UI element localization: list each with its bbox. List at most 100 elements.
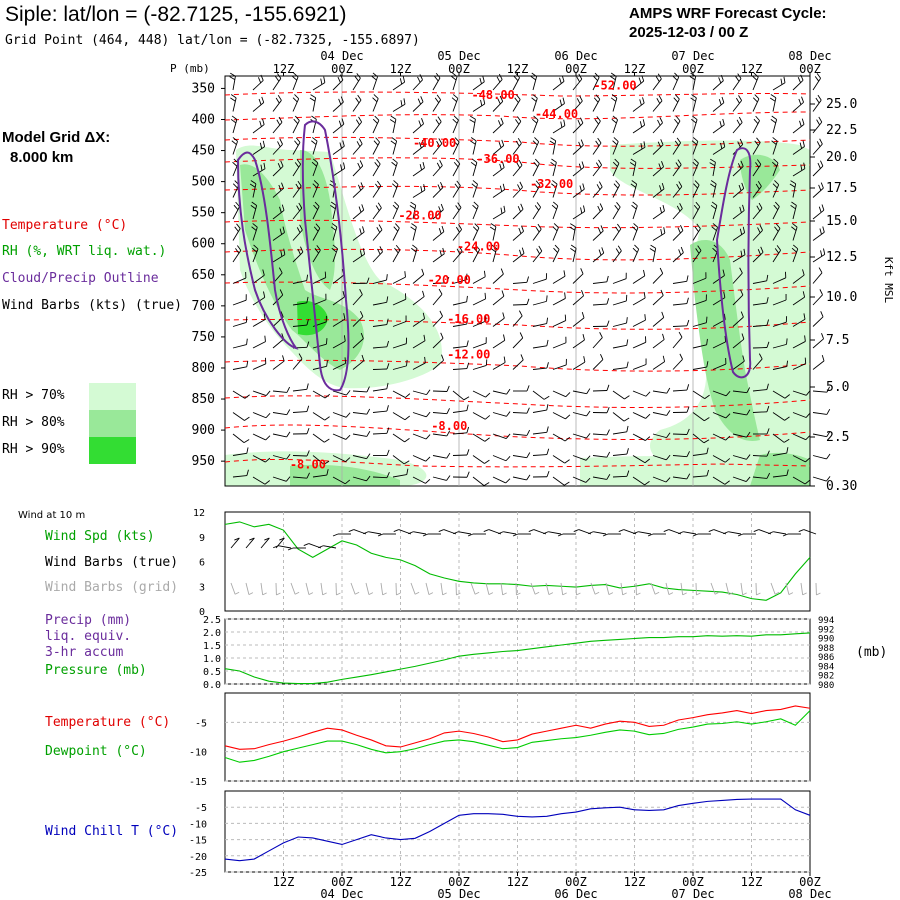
wind-barb — [753, 428, 770, 435]
grid-wind-barb — [665, 582, 674, 596]
temperature-label: -40.00 — [413, 136, 456, 150]
wind-barb — [392, 390, 411, 398]
pressure-y2-tick: 982 — [818, 672, 834, 682]
bottom-tick-day: 08 Dec — [788, 887, 831, 900]
wind-barb — [711, 223, 718, 241]
wind-barb — [672, 428, 690, 435]
wind-barb — [692, 390, 710, 400]
wind-barb — [412, 356, 426, 370]
wind-barb — [492, 268, 504, 284]
wind-barb — [772, 271, 787, 284]
wind-barb — [612, 412, 630, 422]
wind-barb — [692, 469, 710, 478]
pressure-line — [224, 632, 811, 685]
true-wind-barb — [557, 533, 576, 537]
wind-barb — [352, 386, 370, 393]
wind-barb — [452, 426, 470, 435]
wind-barb — [391, 158, 398, 177]
wind-barb — [612, 448, 629, 456]
wind-barb — [572, 388, 591, 395]
wind-barb — [572, 205, 586, 220]
wind-barb — [512, 298, 530, 306]
wind-barb — [512, 354, 524, 370]
wind-barb — [332, 455, 351, 463]
wind-barb — [412, 389, 431, 396]
wind-barb — [310, 115, 317, 134]
wind-barb — [392, 433, 410, 443]
grid-point-subtitle: Grid Point (464, 448) lat/lon = (-82.732… — [5, 33, 420, 48]
wind-barb — [472, 292, 487, 306]
bottom-tick-hour: 00Z — [331, 875, 353, 889]
wind-barb — [672, 331, 683, 349]
wind-barb — [752, 472, 771, 479]
wind-barb — [432, 385, 450, 392]
wind-barb — [772, 293, 787, 306]
wind-barb — [232, 412, 250, 421]
wind-barb — [492, 161, 505, 177]
grid-wind-barb — [455, 582, 461, 596]
top-tick-hour: 12Z — [273, 62, 295, 76]
wind-barb — [552, 270, 566, 284]
temperature-contour — [224, 281, 811, 294]
wind-barb — [752, 224, 763, 241]
pressure-tick: 550 — [192, 206, 215, 221]
wind-barb — [472, 455, 490, 464]
wind-barb — [732, 248, 746, 263]
wind-chill-panel: -25 -20 -15 -10 -5 — [189, 790, 811, 879]
wind-barb — [652, 117, 663, 134]
grid-wind-barb — [230, 582, 240, 595]
y-tick: 2.5 — [203, 615, 221, 626]
wind-barb — [432, 288, 443, 306]
wind-barb — [812, 73, 822, 91]
pressure-tick: 350 — [192, 81, 215, 96]
wind-barb — [312, 338, 328, 349]
pressure-tick: 900 — [192, 423, 215, 438]
rh90-swatch — [89, 437, 136, 464]
wind-barb — [552, 119, 566, 134]
wind-barb — [251, 244, 259, 263]
pressure-y2-tick: 980 — [818, 681, 834, 691]
grid-wind-barb — [320, 582, 327, 596]
wind-barb — [232, 223, 241, 241]
grid-wind-barb — [755, 582, 761, 596]
wind-barb — [392, 98, 406, 112]
wind-barb — [492, 334, 506, 349]
wind-barb — [532, 470, 550, 478]
wind-barb — [452, 273, 468, 284]
y-tick: -20 — [189, 852, 207, 863]
grid-wind-barb — [785, 582, 794, 596]
wind-barb — [392, 76, 406, 91]
wind-barb — [652, 333, 665, 349]
wind-barb — [592, 225, 604, 241]
pressure-unit-label: (mb) — [856, 645, 888, 660]
temperature-label: -32.00 — [530, 177, 573, 191]
wind-barb — [452, 362, 470, 370]
wind-barb — [632, 292, 646, 306]
y-tick: 0.0 — [203, 680, 221, 691]
wind-barb — [272, 453, 291, 460]
bottom-tick-hour: 12Z — [507, 875, 529, 889]
wind-barb — [592, 94, 601, 112]
wind-barb — [572, 139, 584, 155]
grid-wind-barb — [635, 582, 641, 596]
wind-barb — [232, 201, 240, 220]
wind-barb — [710, 180, 717, 198]
wind-barb — [572, 334, 585, 349]
wind-barb — [471, 180, 478, 198]
wind-barb — [572, 117, 584, 134]
wind-barb — [452, 390, 470, 401]
pressure-y2-tick: 990 — [818, 635, 834, 645]
wind-barb — [472, 75, 485, 91]
y-tick: -15 — [189, 836, 207, 847]
wind-barb — [752, 353, 763, 370]
wind-barb — [792, 269, 805, 284]
wind-barb — [272, 386, 291, 393]
wind-barb — [412, 476, 431, 484]
wind-barb — [452, 158, 461, 177]
wind-barb — [692, 447, 709, 456]
wind-barb — [472, 223, 480, 241]
wind-barb — [372, 137, 380, 155]
wind-barb — [792, 74, 804, 91]
grid-wind-barb — [545, 582, 554, 596]
wind-barb — [611, 115, 618, 134]
